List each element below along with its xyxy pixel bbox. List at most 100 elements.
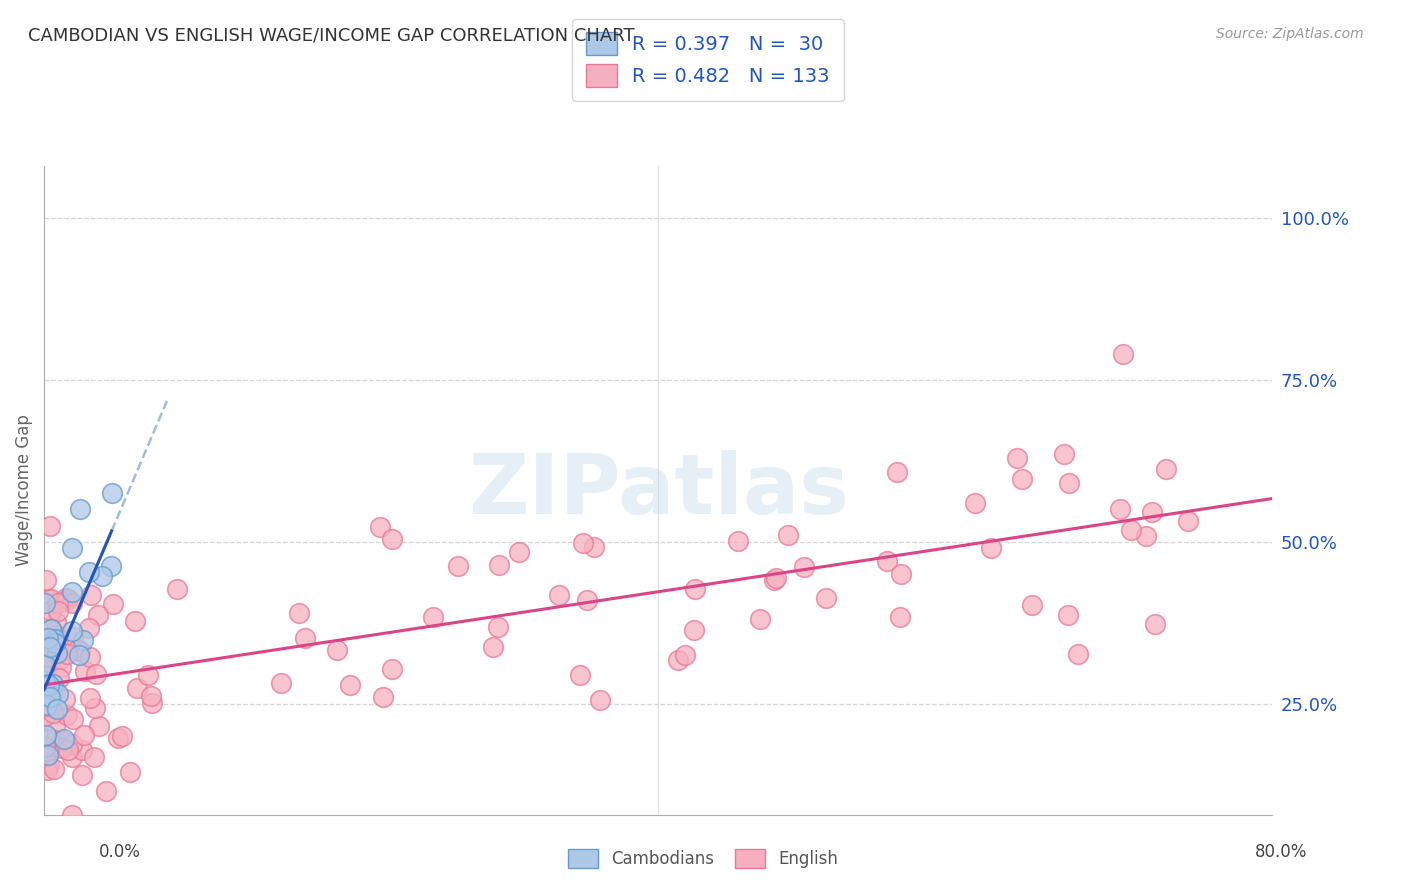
Point xyxy=(60,624,83,638)
Point xyxy=(44,635,66,649)
Point xyxy=(38,592,60,607)
Point xyxy=(34,679,56,693)
Point xyxy=(107,731,129,745)
Point xyxy=(80,588,103,602)
Point xyxy=(44,632,66,646)
Text: 0.0%: 0.0% xyxy=(98,843,141,861)
Point xyxy=(288,606,311,620)
Point xyxy=(39,604,62,618)
Point xyxy=(38,624,60,638)
Point xyxy=(339,678,361,692)
Point xyxy=(48,671,70,685)
Point xyxy=(55,647,77,661)
Point xyxy=(683,582,706,596)
Point xyxy=(793,560,815,574)
Point xyxy=(38,688,60,702)
Point xyxy=(270,676,292,690)
Point xyxy=(876,553,898,567)
Point xyxy=(79,650,101,665)
Point xyxy=(56,742,79,756)
Point xyxy=(55,591,77,605)
Point xyxy=(53,732,76,747)
Point xyxy=(51,741,73,756)
Point xyxy=(39,592,62,607)
Point xyxy=(575,593,598,607)
Point xyxy=(1143,617,1166,632)
Point xyxy=(58,592,80,607)
Point xyxy=(79,690,101,705)
Point xyxy=(588,693,610,707)
Point xyxy=(60,749,83,764)
Point xyxy=(38,690,60,704)
Text: 80.0%: 80.0% xyxy=(1256,843,1308,861)
Point xyxy=(41,683,63,698)
Point xyxy=(381,662,404,676)
Point xyxy=(778,528,800,542)
Point xyxy=(447,559,470,574)
Point xyxy=(39,652,62,666)
Point xyxy=(889,610,911,624)
Point xyxy=(814,591,837,605)
Point xyxy=(90,568,112,582)
Point xyxy=(42,706,65,720)
Point xyxy=(166,582,188,597)
Point xyxy=(60,541,83,556)
Point xyxy=(1011,472,1033,486)
Point xyxy=(44,733,66,747)
Point xyxy=(60,807,83,822)
Point xyxy=(125,681,148,696)
Point xyxy=(569,667,592,681)
Point xyxy=(73,665,96,679)
Point xyxy=(35,634,58,648)
Point xyxy=(67,648,90,663)
Point xyxy=(1111,347,1133,361)
Point xyxy=(38,678,60,692)
Point xyxy=(100,559,122,574)
Point xyxy=(44,683,66,698)
Point xyxy=(62,712,84,726)
Point xyxy=(124,614,146,628)
Point xyxy=(1156,462,1178,476)
Point xyxy=(890,566,912,581)
Point xyxy=(35,728,58,742)
Point xyxy=(1053,447,1076,461)
Legend: Cambodians, English: Cambodians, English xyxy=(561,842,845,875)
Point xyxy=(1177,514,1199,528)
Point xyxy=(111,729,134,743)
Point xyxy=(77,566,100,580)
Point xyxy=(45,646,67,660)
Point xyxy=(326,643,349,657)
Point xyxy=(1135,529,1157,543)
Point xyxy=(87,719,110,733)
Point xyxy=(100,486,122,500)
Point xyxy=(1109,502,1132,516)
Point xyxy=(70,743,93,757)
Point xyxy=(1140,506,1163,520)
Point xyxy=(46,701,69,715)
Point xyxy=(73,728,96,742)
Point xyxy=(46,687,69,701)
Point xyxy=(727,533,749,548)
Point xyxy=(103,597,125,611)
Point xyxy=(488,558,510,573)
Point xyxy=(666,653,689,667)
Point xyxy=(72,633,94,648)
Point xyxy=(83,700,105,714)
Point xyxy=(120,764,142,779)
Point xyxy=(34,658,56,673)
Point xyxy=(673,648,696,662)
Point xyxy=(39,518,62,533)
Point xyxy=(1119,523,1142,537)
Text: CAMBODIAN VS ENGLISH WAGE/INCOME GAP CORRELATION CHART: CAMBODIAN VS ENGLISH WAGE/INCOME GAP COR… xyxy=(28,27,634,45)
Point xyxy=(1005,450,1028,465)
Point xyxy=(42,762,65,776)
Point xyxy=(481,640,503,654)
Point xyxy=(45,627,67,641)
Point xyxy=(35,574,58,588)
Point xyxy=(53,691,76,706)
Point xyxy=(34,669,56,683)
Point xyxy=(62,630,84,644)
Point xyxy=(486,620,509,634)
Point xyxy=(748,612,770,626)
Point xyxy=(35,699,58,714)
